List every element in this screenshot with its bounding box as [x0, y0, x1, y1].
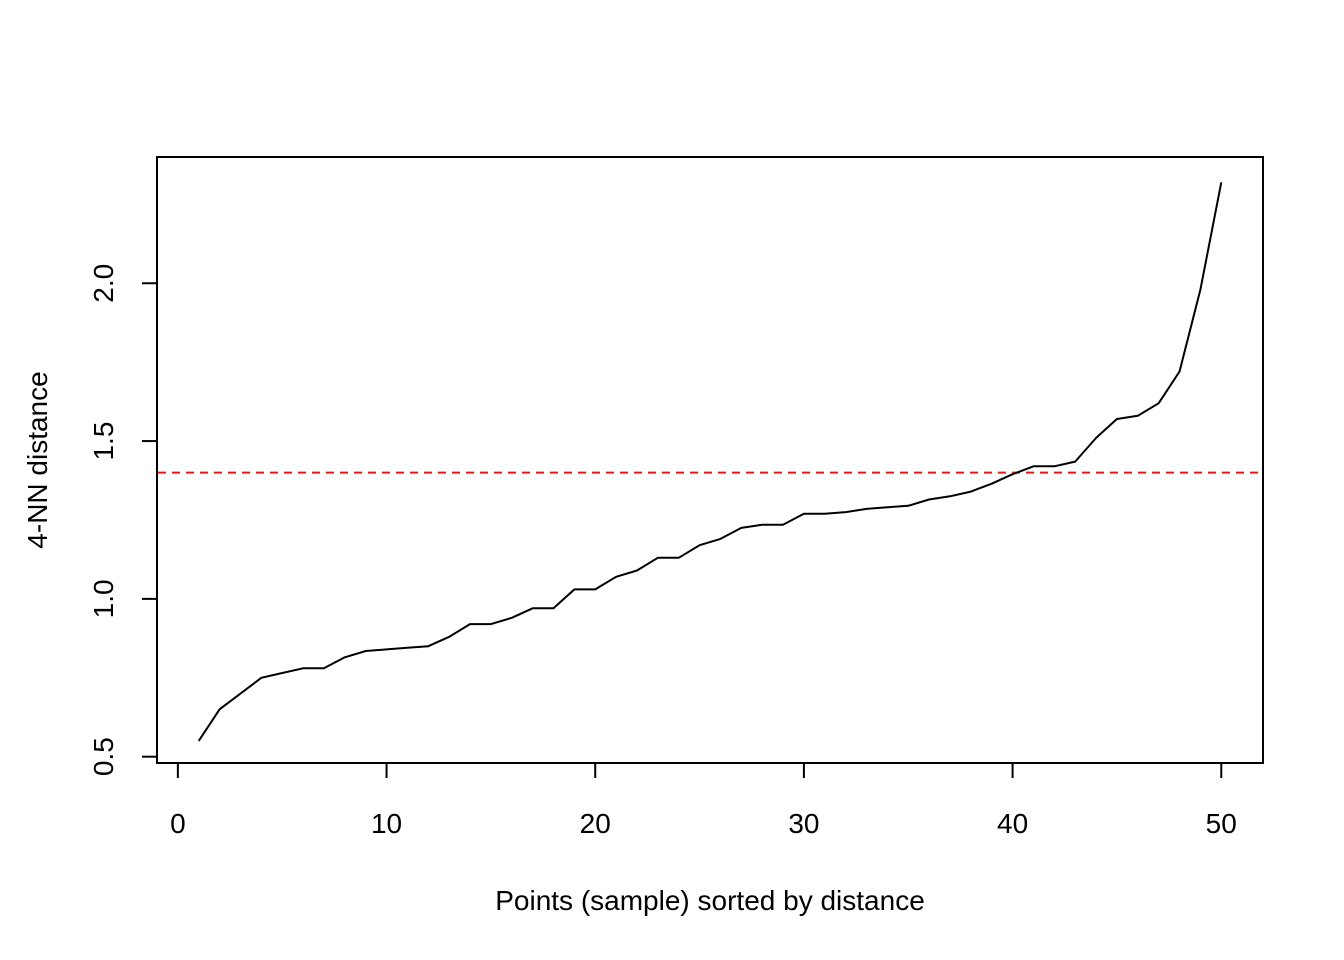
y-tick-label: 0.5: [88, 737, 119, 776]
series-group: [197, 182, 1223, 742]
y-tick-label: 1.5: [88, 422, 119, 461]
x-tick-label: 30: [788, 808, 819, 839]
y-tick-label: 1.0: [88, 579, 119, 618]
y-axis-title: 4-NN distance: [22, 371, 53, 548]
plot-frame: [156, 156, 1264, 764]
x-tick-label: 10: [371, 808, 402, 839]
series-line: [197, 182, 1223, 742]
x-axis: 0 10 20 30 40 50: [170, 762, 1237, 839]
x-tick-label: 20: [580, 808, 611, 839]
x-tick-label: 50: [1206, 808, 1237, 839]
x-tick-label: 0: [170, 808, 186, 839]
x-tick-label: 40: [997, 808, 1028, 839]
y-tick-label: 2.0: [88, 264, 119, 303]
x-axis-title: Points (sample) sorted by distance: [495, 885, 925, 916]
y-axis: 0.5 1.0 1.5 2.0: [88, 264, 158, 776]
